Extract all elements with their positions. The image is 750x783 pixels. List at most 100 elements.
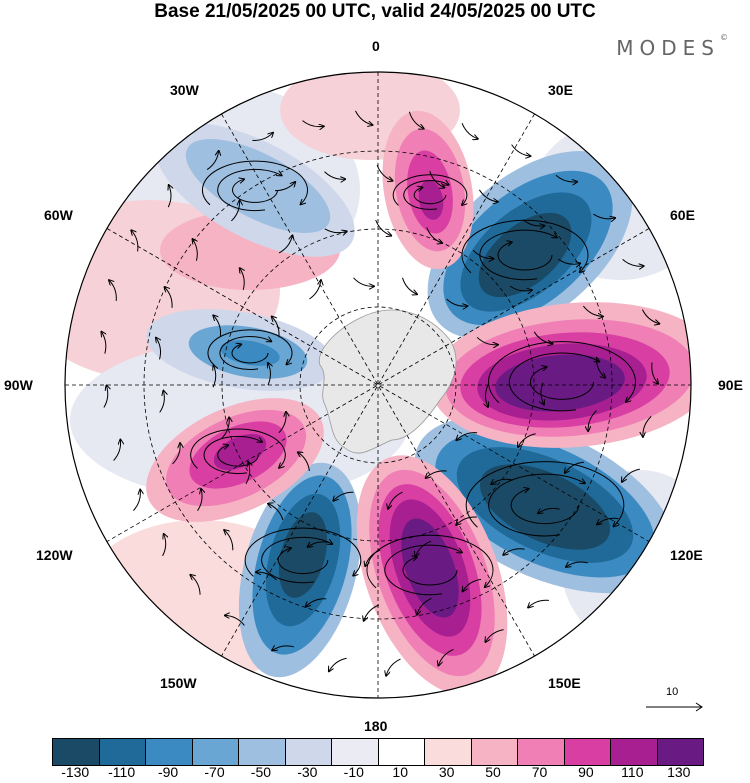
colorbar-tick-label: -90	[157, 764, 179, 780]
streamline	[510, 489, 580, 525]
streamline	[446, 298, 468, 306]
streamline	[651, 362, 658, 384]
colorbar-swatch	[285, 739, 332, 765]
streamline	[488, 341, 636, 403]
streamline	[190, 428, 286, 468]
streamline	[528, 599, 549, 607]
lon-label-90e: 90E	[718, 377, 743, 393]
streamline	[224, 530, 234, 551]
streamline	[225, 615, 245, 626]
negative-anomaly-120e	[414, 416, 676, 594]
colorbar-swatch	[611, 739, 658, 765]
streamline	[113, 440, 121, 461]
positive-anomaly-180	[356, 455, 508, 695]
streamline	[333, 491, 354, 501]
streamline	[302, 120, 324, 127]
streamline	[278, 235, 292, 254]
positive-anomaly-0	[382, 110, 474, 270]
arrow-right-icon	[646, 702, 703, 712]
streamline	[355, 110, 373, 125]
colorbar-tick-label: 90	[578, 764, 594, 780]
colorbar-swatch	[378, 739, 425, 765]
streamline	[413, 187, 447, 205]
streamline	[364, 604, 380, 621]
streamline	[463, 578, 482, 591]
streamline	[353, 277, 374, 287]
streamline	[277, 548, 329, 575]
streamline	[402, 277, 418, 295]
colorbar-swatch	[99, 739, 146, 765]
lon-label-90w: 90W	[4, 377, 33, 393]
streamline	[491, 478, 513, 484]
negative-anomaly-30w	[155, 123, 355, 257]
streamline	[417, 597, 432, 614]
lon-label-120e: 120E	[670, 547, 703, 563]
streamline	[402, 557, 458, 586]
streamline	[240, 268, 245, 291]
streamline	[193, 239, 198, 261]
streamline	[190, 575, 201, 595]
streamline	[168, 185, 171, 208]
colorbar-swatch	[425, 739, 472, 765]
colorbar-tick-label: -30	[297, 764, 318, 780]
colorbar-tick-label: -70	[204, 764, 225, 780]
streamline	[538, 507, 560, 513]
colorbar-swatch	[332, 739, 379, 765]
streamline	[231, 201, 239, 222]
streamline	[231, 344, 269, 364]
streamline	[244, 527, 362, 576]
negative-anomaly-150w	[238, 462, 362, 678]
streamline	[308, 541, 330, 547]
streamline	[486, 384, 489, 407]
streamline	[497, 242, 553, 271]
brand-text: MODES	[616, 36, 720, 60]
streamline	[415, 540, 432, 556]
colorbar-tick-label: 50	[485, 764, 501, 780]
colorbar-swatch	[146, 739, 193, 765]
brand-logo: MODES©	[616, 33, 728, 60]
brand-mark: ©	[720, 33, 728, 42]
streamline	[256, 572, 277, 581]
streamline	[595, 357, 605, 378]
streamline	[131, 230, 139, 252]
streamline	[641, 309, 659, 324]
colorbar-swatch	[657, 739, 703, 765]
streamline	[426, 227, 442, 243]
streamline	[365, 549, 381, 566]
streamline	[172, 443, 181, 465]
lon-label-120w: 120W	[36, 547, 73, 563]
streamline	[472, 249, 493, 259]
streamline	[133, 490, 140, 511]
streamline	[306, 598, 327, 607]
streamline	[206, 151, 219, 171]
streamline	[508, 352, 599, 412]
colorbar-swatch	[239, 739, 286, 765]
map-disc	[65, 72, 691, 698]
lon-label-60w: 60W	[44, 207, 73, 223]
streamline	[456, 432, 478, 441]
streamline	[583, 305, 602, 316]
lon-label-30e: 30E	[548, 82, 573, 98]
colorbar-tick-label: -10	[343, 764, 364, 780]
colorbar-tick-label: 30	[438, 764, 455, 780]
streamline	[207, 329, 293, 365]
streamline	[511, 144, 531, 157]
streamline	[197, 489, 203, 511]
reference-vector: 10	[644, 686, 706, 714]
map-boundary	[64, 71, 692, 699]
streamline	[219, 336, 271, 370]
negative-anomaly-45e	[427, 151, 633, 339]
streamline	[503, 548, 525, 555]
colorbar	[52, 738, 704, 766]
positive-anomaly-120w	[146, 398, 324, 522]
streamline	[309, 280, 321, 300]
streamline	[324, 171, 346, 180]
streamline	[438, 648, 454, 665]
colorbar-tick-label: -110	[108, 764, 136, 780]
streamline	[555, 174, 577, 182]
streamline	[201, 160, 308, 205]
streamline	[461, 123, 478, 139]
streamline	[165, 287, 173, 308]
